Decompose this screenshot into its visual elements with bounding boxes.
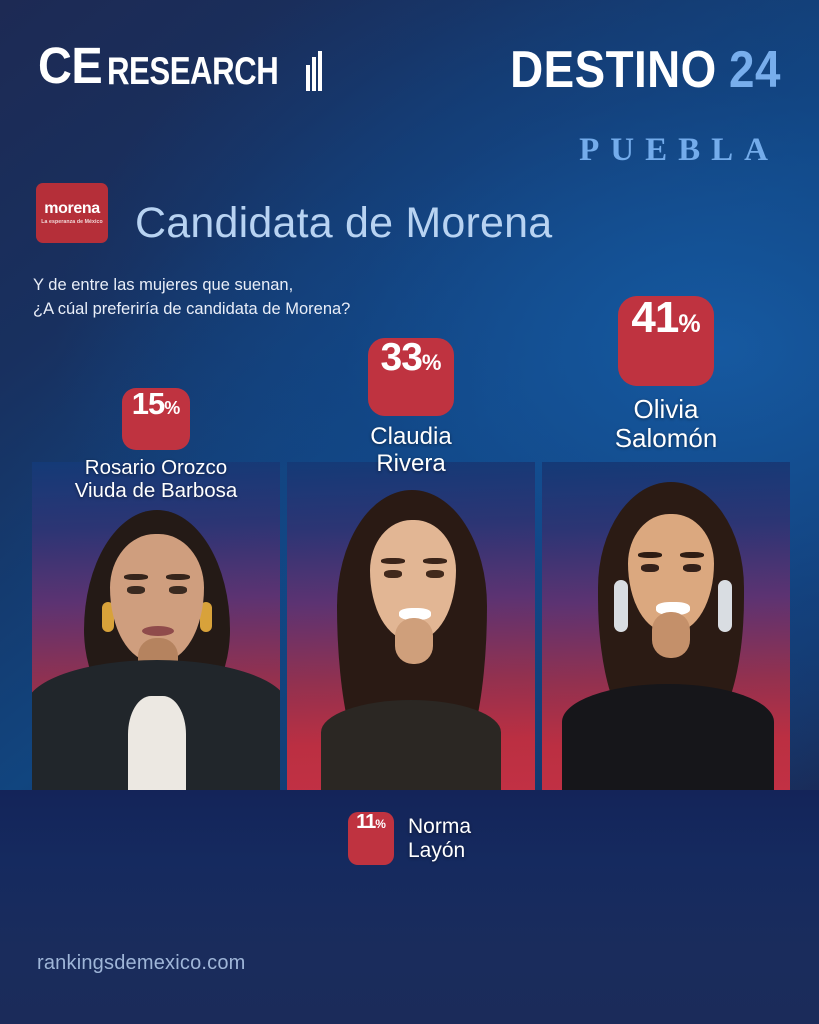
candidate-name-line-2: Rivera [376,449,446,477]
percentage-value: 41 [631,293,679,342]
torso-shape [321,700,501,792]
mouth-shape [142,626,174,636]
candidate-name-line-1: Olivia [633,394,699,424]
poster-header: CE RESEARCH DESTINO 24 PUEBLA [0,0,819,185]
bottom-band [0,790,819,1024]
percent-symbol: % [678,310,701,338]
eye-left [127,586,145,594]
percent-symbol: % [375,817,386,831]
eye-right [169,586,187,594]
eyebrow-left [381,558,405,564]
poll-question-line-2: ¿A cúal preferiría de candidata de Moren… [33,299,351,318]
percent-symbol: % [421,350,442,375]
mouth-shape [656,602,690,615]
neck-shape [395,618,433,664]
percentage-badge: 11% [347,811,394,865]
eye-right [683,564,701,572]
eyebrow-right [166,574,190,580]
portrait-illustration [32,462,280,792]
portrait-illustration [287,462,535,792]
poll-question: Y de entre las mujeres que suenan, ¿A cú… [33,274,350,322]
candidate-name: Rosario Orozco Viuda de Barbosa [32,456,280,503]
destino-number: 24 [729,41,781,99]
torso-shape [562,684,774,792]
eyebrow-left [638,552,662,558]
percentage-value: 11 [356,811,376,833]
percentage-badge: 41% [618,296,714,386]
candidate-result-olivia-salomon: 41% Olivia Salomón [542,296,790,453]
ce-research-logo-word: RESEARCH [106,50,279,93]
candidate-name-line-1: Norma [407,814,471,838]
morena-logo-name: morena [44,199,100,217]
ce-research-logo: CE RESEARCH [38,40,324,91]
eyebrow-left [124,574,148,580]
destino-24-logo: DESTINO 24 [482,44,781,96]
percentage-badge: 15% [122,388,190,450]
candidate-photo-rosario-orozco [32,462,280,792]
candidate-photo-claudia-rivera [287,462,535,792]
candidate-result-claudia-rivera: 33% Claudia Rivera [287,338,535,478]
ce-research-logo-ce: CE [38,37,103,94]
eyebrow-right [680,552,704,558]
eyebrow-right [423,558,447,564]
portrait-illustration [542,462,790,792]
candidate-name-line-1: Claudia [370,423,452,450]
candidate-name: Claudia Rivera [287,423,535,478]
earring-right-icon [718,580,732,632]
percentage-value: 33 [380,336,423,379]
candidate-name-line-2: Layón [407,838,466,862]
eye-right [426,570,444,578]
website-url[interactable]: rankingsdemexico.com [37,952,246,974]
candidate-photo-olivia-salomon [542,462,790,792]
destino-word: DESTINO [509,41,717,99]
eye-left [641,564,659,572]
morena-party-logo: morena La esperanza de México [36,183,108,243]
mouth-shape [399,608,431,620]
earring-left-icon [614,580,628,632]
percentage-value: 15 [131,386,165,421]
candidate-result-rosario-orozco: 15% Rosario Orozco Viuda de Barbosa [32,388,280,503]
candidate-name-line-1: Rosario Orozco [84,456,228,479]
candidate-name: Olivia Salomón [542,394,790,454]
percentage-badge: 33% [368,338,454,416]
page-title: Candidata de Morena [135,199,553,247]
puebla-subtitle: PUEBLA [579,132,779,168]
morena-logo-tagline: La esperanza de México [41,218,103,225]
shirt-shape [128,696,186,792]
candidate-result-norma-layon: 11% Norma Layón [0,812,819,865]
candidate-name: Norma Layón [408,815,471,862]
earring-right-icon [200,602,212,632]
neck-shape [652,612,690,658]
candidate-name-line-2: Viuda de Barbosa [74,478,238,502]
bar-chart-icon [305,51,324,91]
percent-symbol: % [164,398,181,418]
poll-question-line-1: Y de entre las mujeres que suenan, [33,276,294,294]
eye-left [384,570,402,578]
candidate-name-line-2: Salomón [614,423,718,454]
